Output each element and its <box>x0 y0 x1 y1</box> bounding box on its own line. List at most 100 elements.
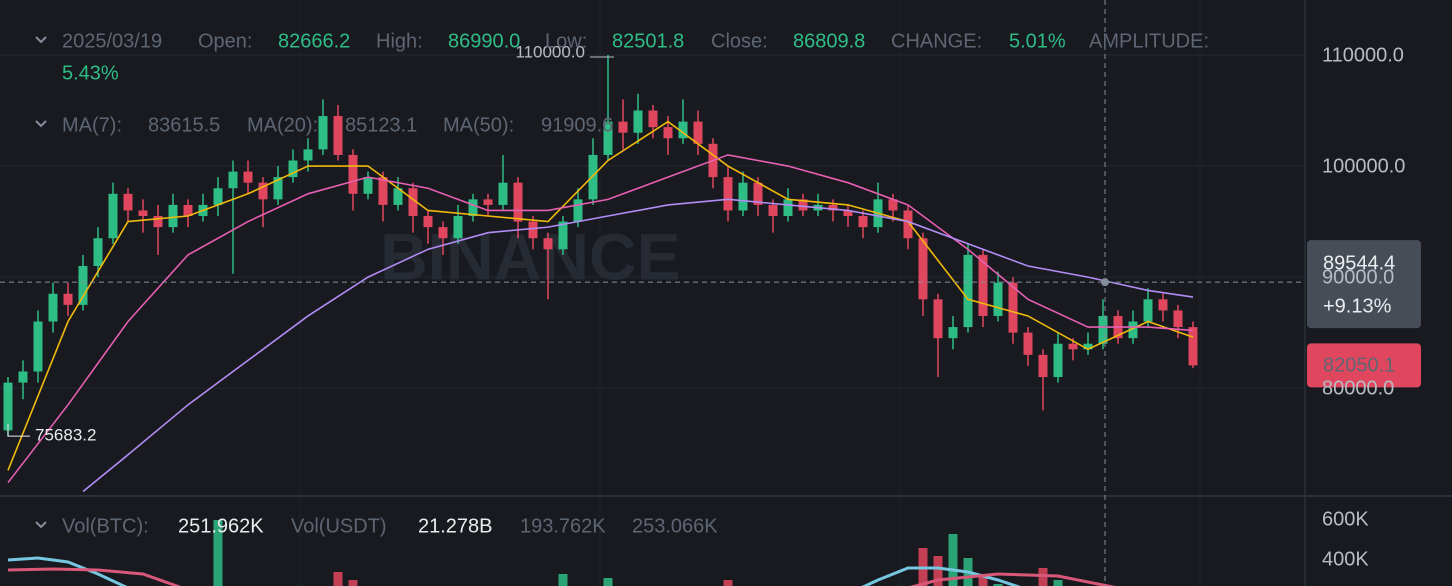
candle-body <box>303 149 313 161</box>
volume-bar <box>603 578 613 586</box>
label: AMPLITUDE: <box>1089 30 1209 52</box>
value: 251.962K <box>178 515 264 537</box>
candle-body <box>243 171 253 183</box>
candle-body <box>483 199 493 205</box>
candle-body <box>678 121 688 139</box>
volume-bar <box>333 572 343 586</box>
label: Vol(BTC): <box>62 515 149 537</box>
candle-body <box>1008 282 1018 333</box>
value: 21.278B <box>418 515 493 537</box>
vol-tick-label: 400K <box>1322 548 1369 570</box>
candle-body <box>93 238 103 266</box>
candle-body <box>948 327 958 339</box>
candle-body <box>48 293 58 322</box>
candle-body <box>393 188 403 205</box>
candle-body <box>468 199 478 217</box>
candle-body <box>168 204 178 228</box>
candle-body <box>153 216 163 228</box>
volume-bar <box>723 580 733 586</box>
candle-body <box>363 177 373 194</box>
candle-body <box>1158 299 1168 311</box>
volume-plot <box>7 520 1116 586</box>
ma-line <box>7 120 1194 471</box>
label: MA(20): <box>247 114 318 136</box>
collapse-icon[interactable] <box>35 521 47 529</box>
candle-body <box>963 254 973 328</box>
overlay: 110000.0 75683.2 89544.4 +9.13% 82050.1 <box>0 0 1421 586</box>
candle-body <box>438 227 448 239</box>
value: 5.43% <box>62 62 119 84</box>
candle-body <box>918 238 928 300</box>
candle-body <box>33 321 43 372</box>
volume-bar <box>348 580 358 586</box>
candle-body <box>18 371 28 383</box>
low-marker-line <box>7 424 30 437</box>
crosshair-badge <box>1307 240 1421 329</box>
value: 85123.1 <box>345 114 417 136</box>
candle-body <box>378 177 388 205</box>
candle-body <box>588 154 598 200</box>
y-tick-label: 100000.0 <box>1322 155 1405 177</box>
collapse-icon[interactable] <box>35 36 47 44</box>
candle-body <box>318 116 328 150</box>
candle-body <box>108 193 118 239</box>
candle-body <box>63 293 73 305</box>
last-price: 82050.1 <box>1323 355 1395 377</box>
candle-body <box>348 154 358 194</box>
value: 83615.5 <box>148 114 220 136</box>
candle-body <box>828 204 838 211</box>
candle-body <box>633 110 643 133</box>
candle-body <box>573 199 583 222</box>
label: High: <box>376 30 423 52</box>
candle-body <box>1188 327 1198 366</box>
crosshair-change: +9.13% <box>1323 295 1392 317</box>
volume-bar <box>993 584 1003 586</box>
value: 91909.6 <box>541 114 613 136</box>
candle-body <box>723 177 733 211</box>
candle-body <box>993 282 1003 316</box>
candle-body <box>768 204 778 217</box>
crosshair-dot <box>1101 278 1109 287</box>
y-tick-label: 110000.0 <box>1322 44 1404 66</box>
y-tick-label: 80000.0 <box>1322 377 1394 399</box>
volume-bar <box>558 574 568 586</box>
candle-body <box>978 254 988 316</box>
volume-bar <box>978 576 988 586</box>
candle-body <box>453 216 463 239</box>
candle-body <box>1128 321 1138 339</box>
candle-body <box>603 121 613 155</box>
candle-body <box>1143 299 1153 322</box>
label: CHANGE: <box>891 30 982 52</box>
candle-body <box>648 110 658 128</box>
candle-body <box>423 216 433 228</box>
candle-body <box>843 210 853 217</box>
grid <box>0 0 1305 586</box>
vol-ma-line <box>7 556 1021 586</box>
label: Open: <box>198 30 252 52</box>
low-marker-label: 75683.2 <box>35 426 96 445</box>
last-price-badge <box>1307 343 1421 388</box>
candle-body <box>783 199 793 217</box>
volume-bar <box>948 534 958 586</box>
candle-body <box>528 221 538 239</box>
candle-body <box>213 188 223 205</box>
candle-body <box>258 182 268 200</box>
candle-body <box>1068 343 1078 350</box>
candle-body <box>858 216 868 228</box>
value: 82501.8 <box>612 30 684 52</box>
candle-body <box>513 182 523 222</box>
candle-body <box>333 116 343 155</box>
candle-body <box>1023 332 1033 355</box>
crosshair-price: 89544.4 <box>1323 252 1395 274</box>
candle-body <box>558 221 568 250</box>
volume-bar <box>1053 580 1063 586</box>
collapse-icon[interactable] <box>35 120 47 128</box>
y-tick-label: 90000.0 <box>1322 266 1394 288</box>
vol-ma-line <box>7 567 1116 586</box>
ma-legend: MA(7): 83615.5 MA(20): 85123.1 MA(50): 91909.… <box>62 114 613 136</box>
label: Vol(USDT) <box>291 515 387 537</box>
date: 2025/03/19 <box>62 30 162 52</box>
volume-bar <box>933 556 943 586</box>
candle-body <box>123 193 133 211</box>
candle-body <box>1038 354 1048 378</box>
